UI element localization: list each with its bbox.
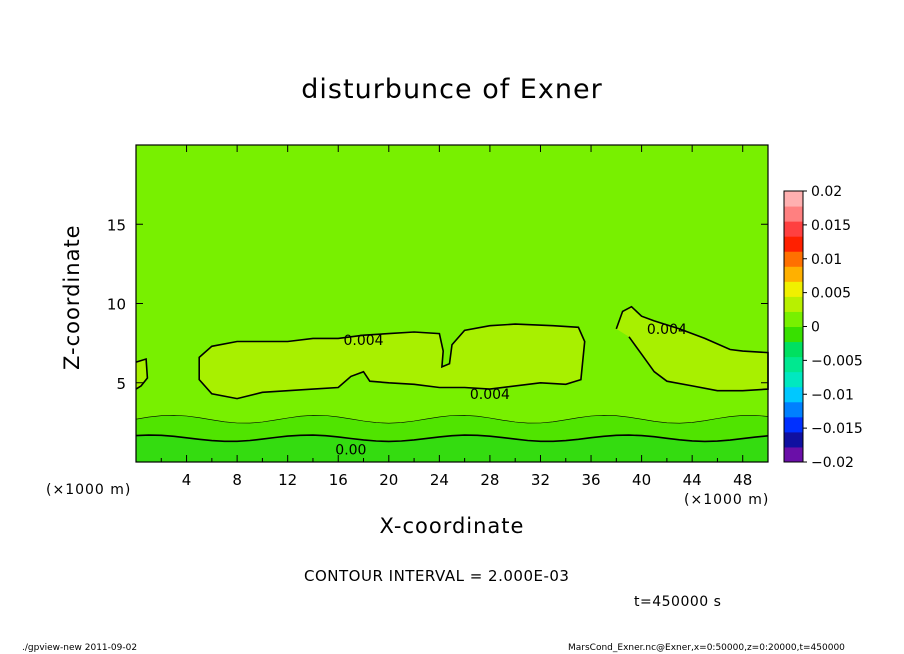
contour-lines bbox=[135, 305, 769, 443]
x-tick-label: 28 bbox=[480, 471, 499, 489]
colorbar-swatch bbox=[784, 386, 803, 403]
contour-label: 0.004 bbox=[470, 387, 510, 403]
x-tick-label: 8 bbox=[232, 471, 242, 489]
colorbar-swatch bbox=[784, 296, 803, 312]
contour-region-2 bbox=[616, 306, 768, 391]
colorbar-label: 0.015 bbox=[811, 218, 851, 234]
x-unit-label-left: (×1000 m) bbox=[46, 482, 132, 498]
colorbar-swatch bbox=[784, 446, 803, 463]
colorbar-swatch bbox=[784, 341, 803, 358]
colorbar-swatch bbox=[784, 221, 803, 237]
surface-band bbox=[136, 435, 768, 462]
x-tick-label: 12 bbox=[278, 471, 297, 489]
contour-line-0.004-b bbox=[615, 305, 769, 392]
colorbar-swatch bbox=[784, 431, 803, 448]
colorbar-label: −0.015 bbox=[811, 421, 863, 437]
colorbar-swatch bbox=[784, 206, 803, 222]
colorbar-swatch bbox=[784, 401, 803, 418]
contour-labels: 0.004 0.004 0.004 0.00 bbox=[335, 322, 687, 458]
colorbar-swatch bbox=[784, 416, 803, 433]
colorbar-label: −0.02 bbox=[811, 455, 854, 471]
contour-interval-text: CONTOUR INTERVAL = 2.000E-03 bbox=[304, 567, 570, 585]
colorbar-label: −0.005 bbox=[811, 353, 863, 369]
contour-label: 0.00 bbox=[335, 442, 366, 458]
colorbar: 0.02 0.015 0.01 0.005 0 −0.005 −0.01 −0.015 −0.0… bbox=[783, 184, 863, 471]
x-axis-label: X-coordinate bbox=[379, 514, 525, 538]
colorbar-swatch bbox=[784, 311, 803, 327]
colorbar-swatch bbox=[784, 281, 803, 297]
contour-line-0.000 bbox=[135, 434, 769, 443]
x-unit-label-right: (×1000 m) bbox=[684, 492, 770, 508]
colorbar-label: 0.005 bbox=[811, 286, 851, 302]
contour-region-1 bbox=[199, 324, 585, 399]
contour-line-0.002 bbox=[135, 414, 769, 424]
colorbar-swatch bbox=[784, 191, 803, 207]
x-tick-label: 4 bbox=[182, 471, 192, 489]
x-tick-label: 20 bbox=[379, 471, 398, 489]
x-tick-label: 16 bbox=[329, 471, 348, 489]
x-tick-label: 40 bbox=[632, 471, 651, 489]
x-tick-label: 48 bbox=[733, 471, 752, 489]
colorbar-swatch bbox=[784, 236, 803, 252]
y-tick-label: 15 bbox=[107, 216, 126, 234]
colorbar-swatch bbox=[784, 326, 803, 343]
colorbar-swatch bbox=[784, 371, 803, 388]
x-tick-label: 24 bbox=[430, 471, 449, 489]
y-tick-label: 10 bbox=[107, 296, 126, 314]
contour-line-0.004-a bbox=[198, 323, 586, 400]
y-tick-label: 5 bbox=[116, 375, 126, 393]
contour-line-0.004-c bbox=[135, 357, 149, 390]
chart-title: disturbunce of Exner bbox=[301, 74, 603, 105]
y-axis-ticks: 5 10 15 bbox=[107, 216, 768, 393]
time-label: t=450000 s bbox=[634, 594, 722, 610]
colorbar-label: 0.01 bbox=[811, 252, 842, 268]
contour-label: 0.004 bbox=[343, 333, 383, 349]
y-axis-label: Z-coordinate bbox=[60, 224, 84, 370]
colorbar-label: 0.02 bbox=[811, 184, 842, 200]
x-tick-label: 36 bbox=[581, 471, 600, 489]
x-axis-ticks: 4 8 12 16 20 24 28 32 36 40 44 48 bbox=[160, 145, 752, 489]
colorbar-label: −0.01 bbox=[811, 387, 854, 403]
footer-right: MarsCond_Exner.nc@Exner,x=0:50000,z=0:20… bbox=[568, 643, 845, 653]
field-background bbox=[136, 145, 768, 462]
contour-label: 0.004 bbox=[647, 322, 687, 338]
colorbar-swatch bbox=[784, 251, 803, 267]
x-tick-label: 32 bbox=[531, 471, 550, 489]
colorbar-label: 0 bbox=[811, 320, 820, 336]
x-tick-label: 44 bbox=[683, 471, 702, 489]
colorbar-swatch bbox=[784, 266, 803, 282]
colorbar-swatch bbox=[784, 356, 803, 373]
footer-left: ./gpview-new 2011-09-02 bbox=[22, 643, 138, 653]
contour-region-3 bbox=[136, 359, 148, 390]
contour-field bbox=[136, 145, 768, 462]
